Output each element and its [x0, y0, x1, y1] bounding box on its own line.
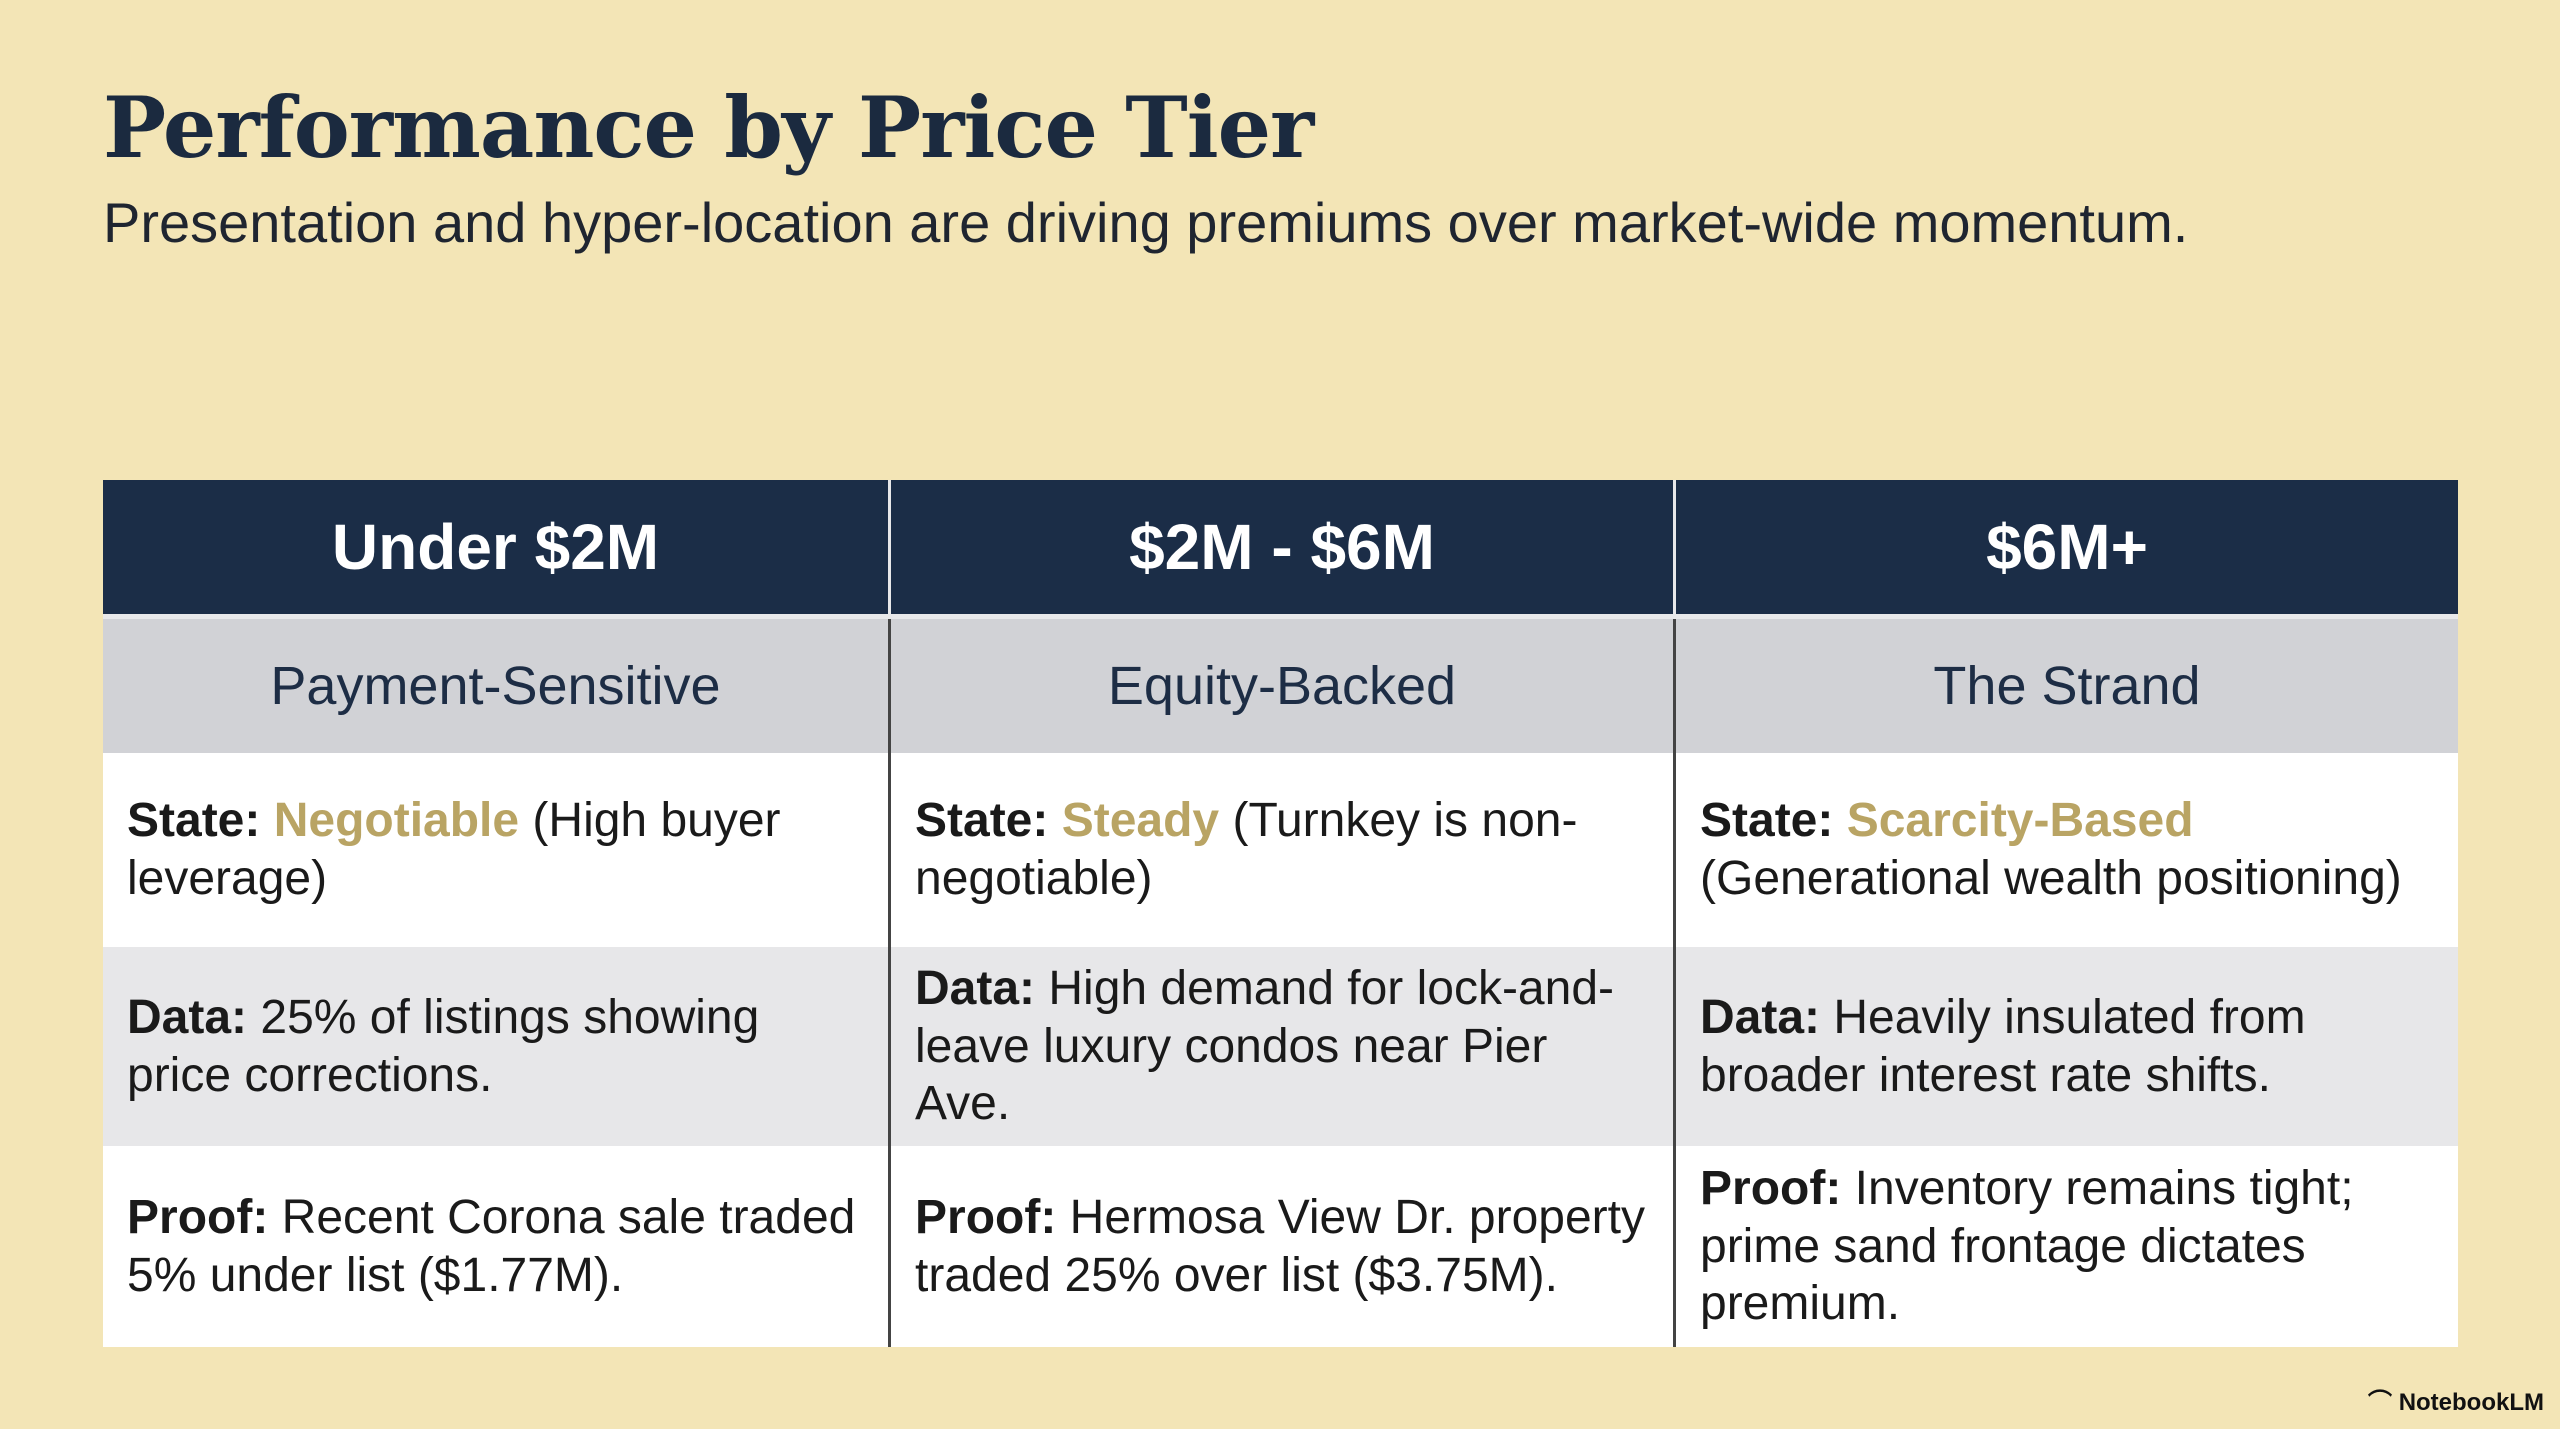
cell-text: State: Steady (Turnkey is non-negotiable…: [915, 792, 1649, 907]
tier-table: Under $2M $2M - $6M $6M+ Payment-Sensitive E…: [103, 480, 2458, 1347]
table-cell: Data: Heavily insulated from broader int…: [1673, 947, 2458, 1146]
cell-body: Recent Corona sale traded 5% under list …: [127, 1190, 856, 1302]
cell-label: Proof:: [915, 1190, 1057, 1244]
cell-label: Data:: [1700, 990, 1821, 1044]
table-cell: State: Negotiable (High buyer leverage): [103, 753, 888, 947]
cell-body: (Turnkey is non-negotiable): [915, 794, 1578, 905]
cell-highlight: Negotiable: [273, 794, 520, 848]
cell-body: (Generational wealth positioning): [1700, 852, 2402, 905]
table-cell: State: Scarcity-Based (Generational weal…: [1673, 753, 2458, 947]
column-header: $2M - $6M: [888, 480, 1673, 619]
column-subheader: Equity-Backed: [888, 619, 1673, 753]
cell-text: State: Negotiable (High buyer leverage): [127, 792, 864, 907]
cell-label: Data:: [915, 962, 1036, 1016]
cell-body: High demand for lock-and-leave luxury co…: [915, 962, 1614, 1131]
cell-text: State: Scarcity-Based (Generational weal…: [1700, 792, 2434, 907]
cell-body: Hermosa View Dr. property traded 25% ove…: [915, 1190, 1645, 1302]
brand: ⌒ NotebookLM: [2368, 1389, 2544, 1416]
column-subheader: The Strand: [1673, 619, 2458, 753]
cell-text: Data: High demand for lock-and-leave lux…: [915, 960, 1649, 1133]
table-cell: Data: High demand for lock-and-leave lux…: [888, 947, 1673, 1146]
cell-body: Inventory remains tight; prime sand fron…: [1700, 1162, 2354, 1331]
column-subheader: Payment-Sensitive: [103, 619, 888, 753]
subtitle: Presentation and hyper-location are driv…: [103, 191, 2189, 254]
cell-highlight: Steady: [1061, 794, 1220, 848]
table-cell: Proof: Hermosa View Dr. property traded …: [888, 1146, 1673, 1347]
cell-body: Heavily insulated from broader interest …: [1700, 990, 2306, 1102]
cell-text: Data: Heavily insulated from broader int…: [1700, 989, 2434, 1104]
table-cell: Proof: Recent Corona sale traded 5% unde…: [103, 1146, 888, 1347]
cell-label: Data:: [127, 990, 248, 1044]
cell-label: State:: [1700, 794, 1834, 848]
cell-text: Data: 25% of listings showing price corr…: [127, 989, 864, 1104]
table-cell: Proof: Inventory remains tight; prime sa…: [1673, 1146, 2458, 1347]
brand-name: NotebookLM: [2398, 1389, 2544, 1416]
cell-label: Proof:: [127, 1190, 269, 1244]
cell-body: (High buyer leverage): [127, 794, 781, 905]
table-cell: State: Steady (Turnkey is non-negotiable…: [888, 753, 1673, 947]
table-cell: Data: 25% of listings showing price corr…: [103, 947, 888, 1146]
cell-label: Proof:: [1700, 1162, 1842, 1216]
cell-text: Proof: Hermosa View Dr. property traded …: [915, 1189, 1649, 1304]
cell-label: State:: [915, 794, 1049, 848]
cell-body: 25% of listings showing price correction…: [127, 990, 760, 1102]
cell-text: Proof: Recent Corona sale traded 5% unde…: [127, 1189, 864, 1304]
cell-label: State:: [127, 794, 261, 848]
cell-highlight: Scarcity-Based: [1846, 794, 2194, 848]
column-header: $6M+: [1673, 480, 2458, 619]
cell-text: Proof: Inventory remains tight; prime sa…: [1700, 1160, 2434, 1333]
column-header: Under $2M: [103, 480, 888, 619]
title: Performance by Price Tier: [103, 78, 1314, 177]
